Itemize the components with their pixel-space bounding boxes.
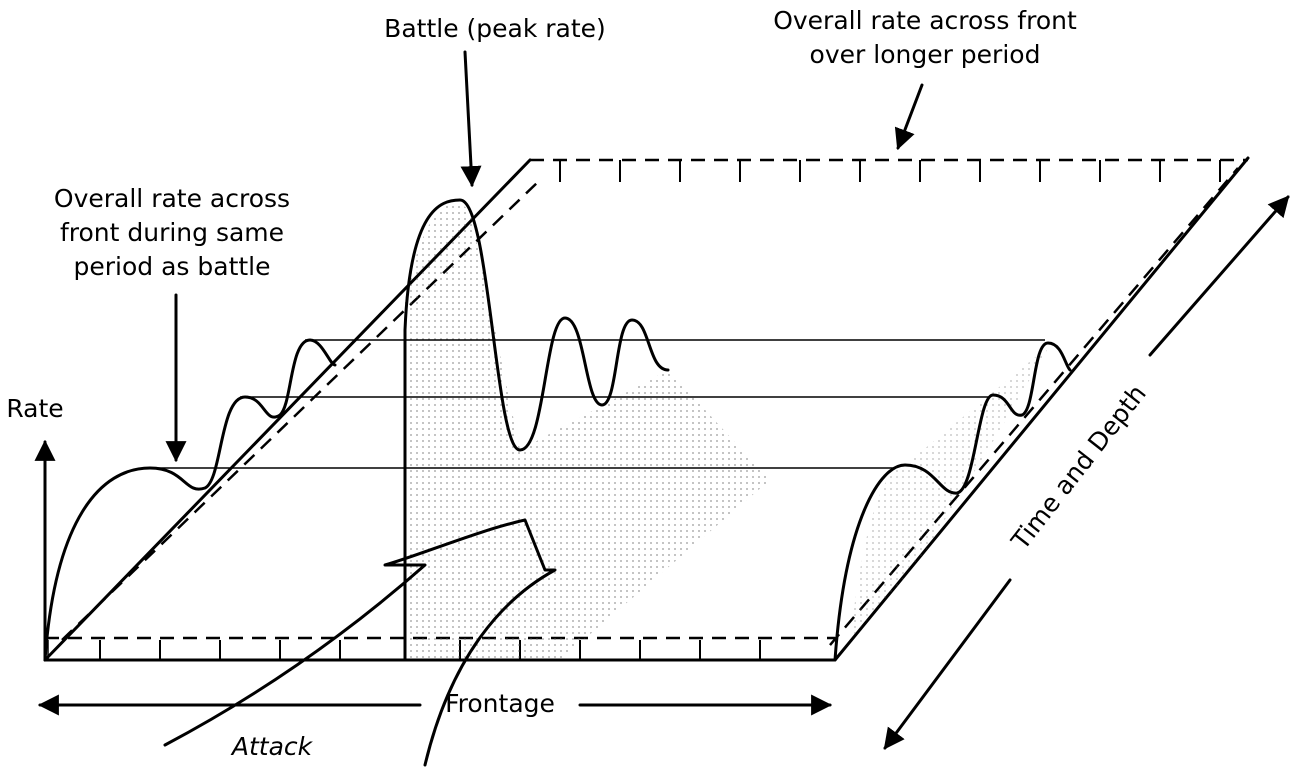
longer-label: over longer period (810, 40, 1041, 69)
rate-lines (150, 339, 1045, 469)
frontage-label: Frontage (445, 689, 555, 718)
rate-label: Rate (6, 394, 63, 423)
attack-label: Attack (230, 732, 314, 761)
battle-area (405, 204, 770, 660)
battle-label: Battle (peak rate) (384, 14, 606, 43)
longer-label: Overall rate across front (773, 6, 1077, 35)
attack-arrows (163, 518, 557, 767)
right-curve (833, 341, 1072, 662)
same-label: Overall rate across (54, 184, 290, 213)
depth-arrow-high (1148, 195, 1290, 357)
battle-pointer (460, 50, 482, 188)
depth-arrow-low (883, 578, 1012, 750)
same-label: period as battle (74, 252, 271, 281)
left-curve (43, 338, 337, 662)
same-label: front during same (60, 218, 284, 247)
battle-curve (403, 198, 670, 662)
longer-pointer (894, 83, 924, 150)
